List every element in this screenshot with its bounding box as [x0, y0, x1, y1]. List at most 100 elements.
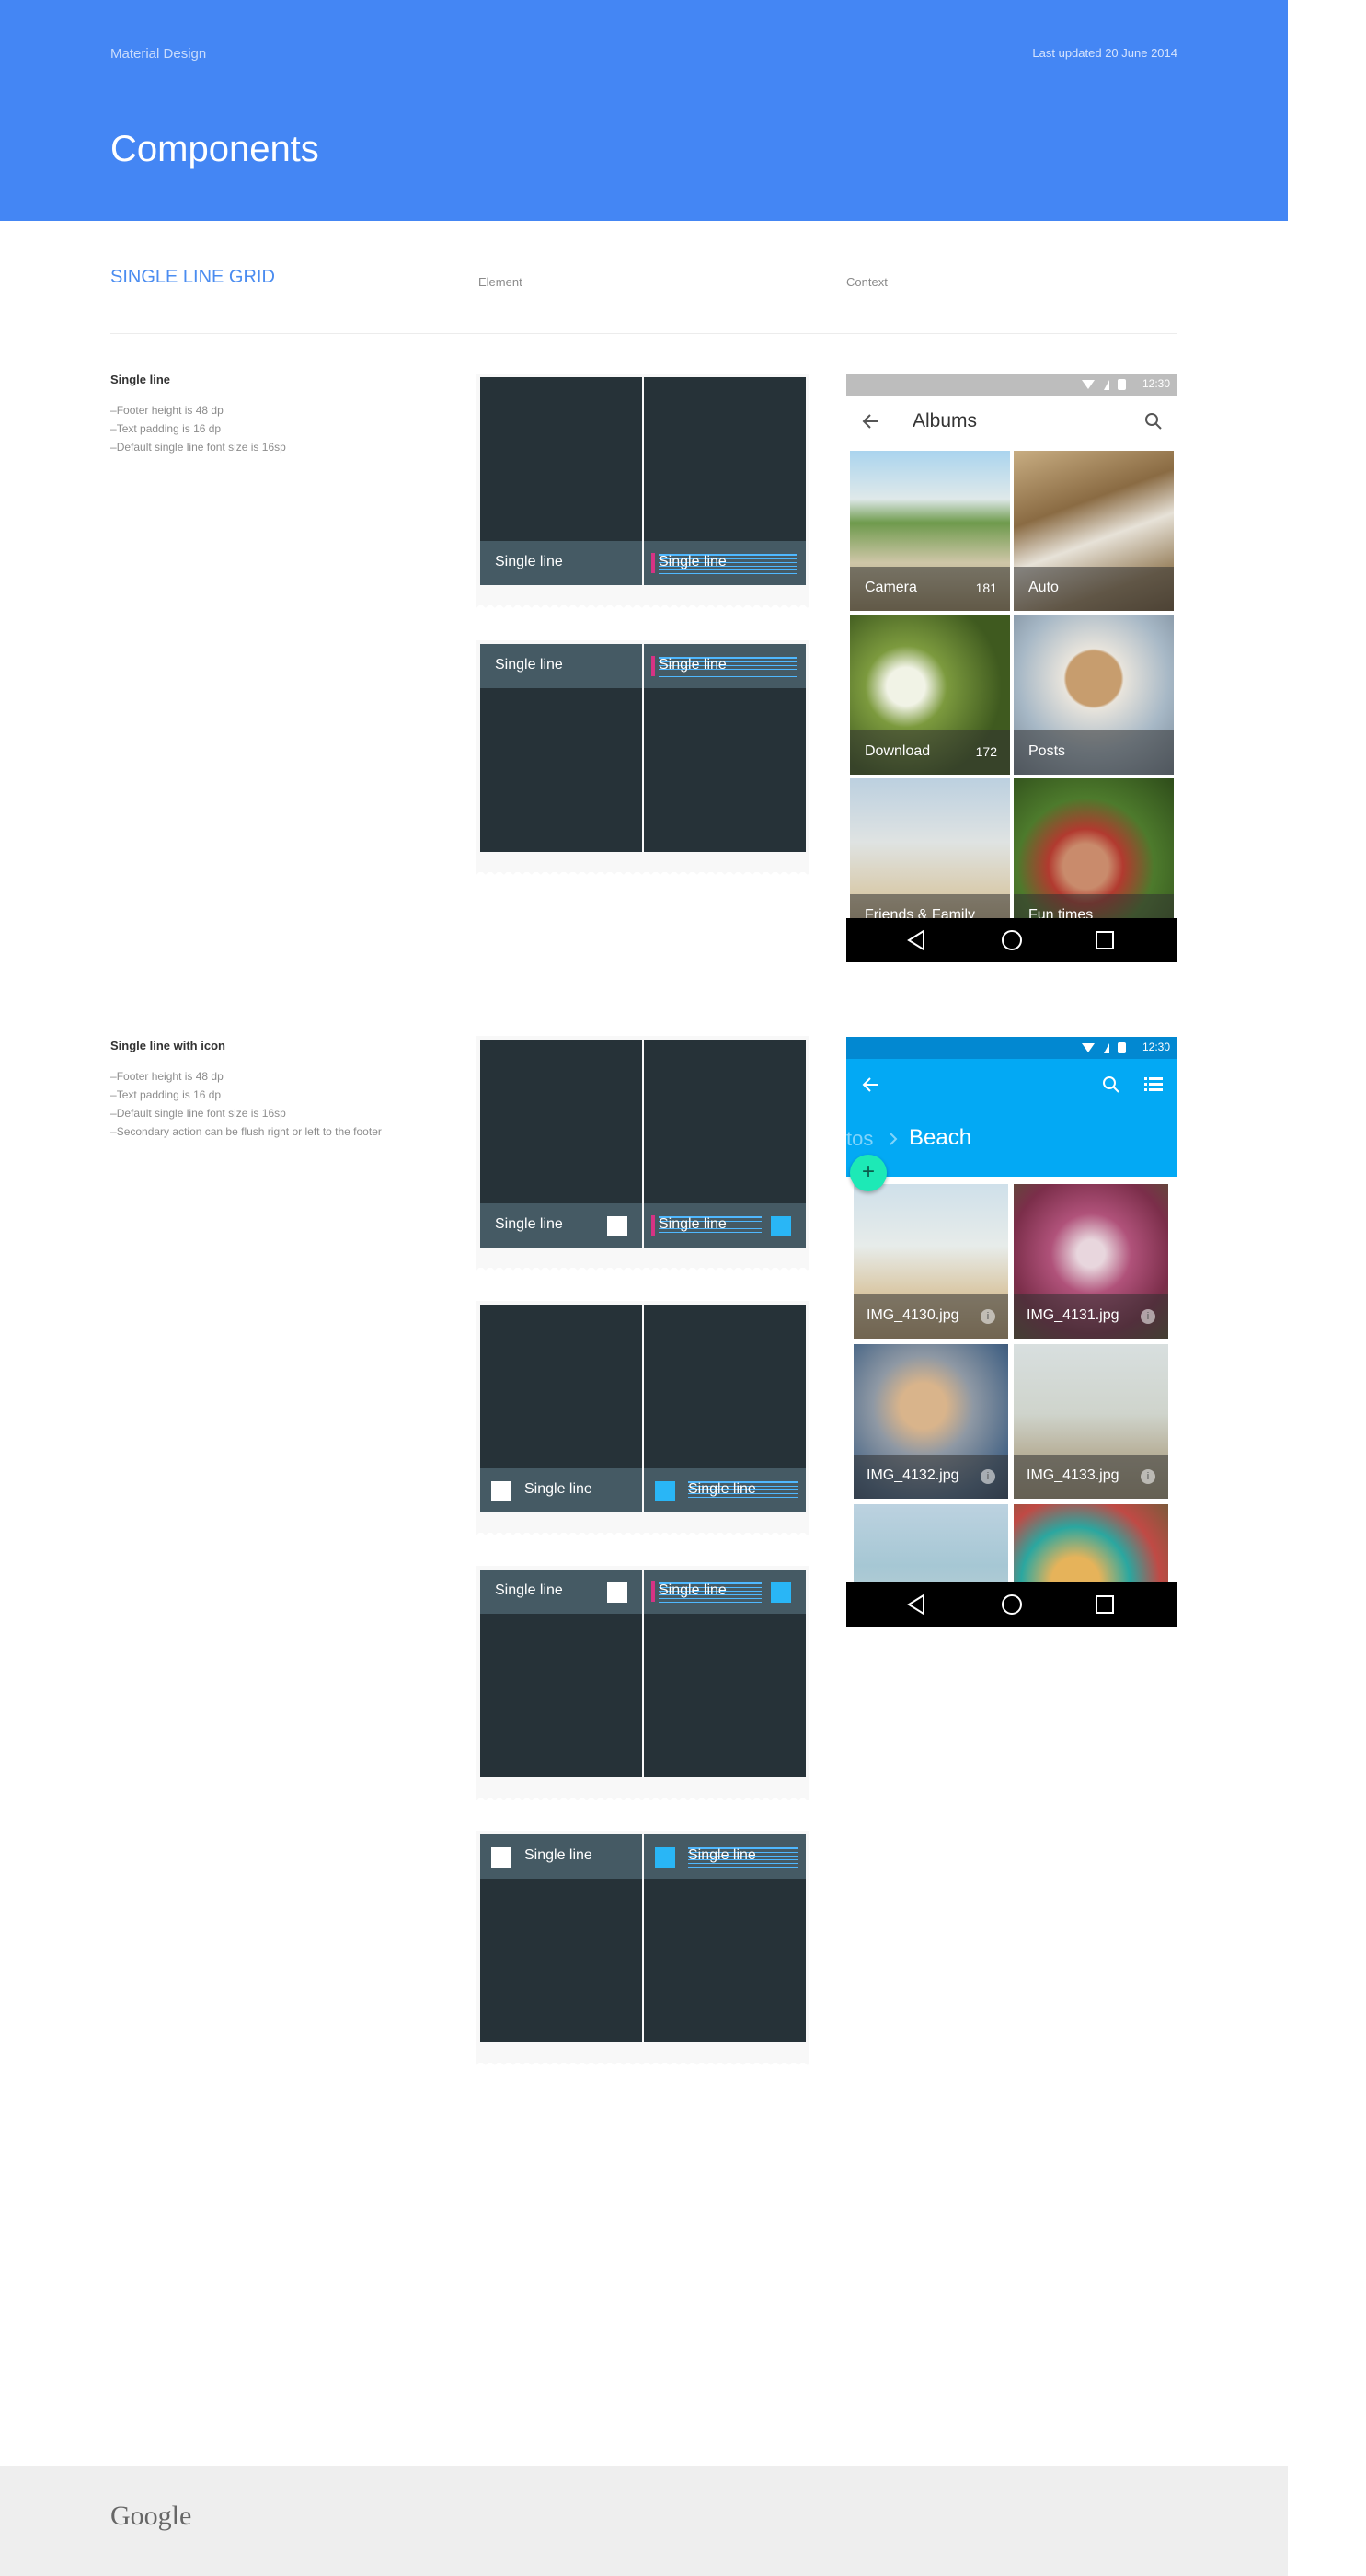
- tile-footer: Single line: [480, 541, 642, 585]
- photo-tile[interactable]: IMG_4133.jpg i: [1014, 1344, 1168, 1499]
- tile-demo-icon-right-top: Single line Single line: [476, 1566, 809, 1803]
- tile-footer: Single line: [480, 644, 642, 688]
- tile-demo-footer-bottom: Single line Single line: [476, 374, 809, 611]
- column-heading-element: Element: [478, 275, 522, 289]
- fab-add-button[interactable]: +: [850, 1155, 887, 1191]
- torn-edge: [476, 1266, 809, 1273]
- search-icon[interactable]: [1102, 1075, 1120, 1094]
- nav-back-icon[interactable]: [905, 1593, 927, 1616]
- status-bar: 12:30: [846, 1037, 1177, 1059]
- nav-recents-icon[interactable]: [1095, 1594, 1115, 1615]
- info-icon[interactable]: i: [981, 1309, 995, 1324]
- padding-marker: [651, 656, 655, 676]
- album-tile[interactable]: Friends & Family: [850, 778, 1010, 918]
- tile-label: Single line: [688, 1481, 756, 1497]
- photo-tile[interactable]: [854, 1504, 1008, 1582]
- info-icon[interactable]: i: [1141, 1309, 1155, 1324]
- tile-footer: Single line: [644, 1203, 806, 1248]
- wifi-icon: [1082, 1043, 1095, 1052]
- album-tile[interactable]: Camera 181: [850, 451, 1010, 611]
- tile-caption: IMG_4131.jpg i: [1014, 1294, 1168, 1339]
- padding-marker: [651, 1581, 655, 1602]
- torn-edge: [476, 1531, 809, 1538]
- breadcrumb-previous[interactable]: tos: [846, 1127, 874, 1150]
- search-icon[interactable]: [1144, 412, 1163, 431]
- google-logo[interactable]: Google: [110, 2501, 192, 2531]
- nav-recents-icon[interactable]: [1095, 930, 1115, 950]
- grid-tile: Single line: [480, 644, 642, 852]
- info-icon[interactable]: i: [981, 1469, 995, 1484]
- tile-label: Single line: [688, 1847, 756, 1863]
- action-icon[interactable]: [607, 1582, 627, 1603]
- action-icon[interactable]: [771, 1582, 791, 1603]
- nav-home-icon[interactable]: [1001, 929, 1023, 951]
- torn-edge: [476, 1796, 809, 1803]
- photo-tile[interactable]: IMG_4131.jpg i: [1014, 1184, 1168, 1339]
- list-view-icon[interactable]: [1144, 1076, 1163, 1093]
- page-footer: [0, 2466, 1288, 2576]
- photo-name: IMG_4132.jpg: [867, 1467, 959, 1483]
- torn-edge: [476, 2061, 809, 2068]
- info-icon[interactable]: i: [1141, 1469, 1155, 1484]
- tile-caption: IMG_4132.jpg i: [854, 1455, 1008, 1499]
- grid-tile: Single line: [480, 1570, 642, 1777]
- tile-footer: Single line: [644, 1570, 806, 1614]
- tile-label: Single line: [524, 1847, 592, 1863]
- tile-footer: Single line: [480, 1570, 642, 1614]
- photo-tile[interactable]: [1014, 1504, 1168, 1582]
- action-icon[interactable]: [491, 1481, 511, 1501]
- album-tile[interactable]: Download 172: [850, 615, 1010, 775]
- grid-tile: Single line: [480, 1040, 642, 1248]
- nav-back-icon[interactable]: [905, 929, 927, 951]
- back-arrow-icon[interactable]: [861, 1075, 879, 1094]
- tile-footer: Single line: [644, 541, 806, 585]
- tile-footer: Single line: [644, 1468, 806, 1512]
- torn-edge: [476, 870, 809, 878]
- photo-name: IMG_4133.jpg: [1027, 1467, 1119, 1483]
- spec-note: Secondary action can be flush right or l…: [110, 1122, 382, 1141]
- album-tile[interactable]: Fun times: [1014, 778, 1174, 918]
- divider: [110, 333, 1177, 334]
- brand-label[interactable]: Material Design: [110, 46, 207, 62]
- action-icon[interactable]: [771, 1216, 791, 1236]
- torn-edge: [476, 604, 809, 611]
- text-redline: [659, 1216, 762, 1236]
- column-heading-context: Context: [846, 275, 888, 289]
- tile-caption: Download 172: [850, 730, 1010, 775]
- chevron-right-icon: [890, 1133, 898, 1145]
- action-icon[interactable]: [607, 1216, 627, 1236]
- app-bar: Albums: [846, 396, 1177, 447]
- action-icon[interactable]: [491, 1847, 511, 1868]
- grid-tile-redline: Single line: [644, 644, 806, 852]
- grid-tile: Single line: [480, 377, 642, 585]
- spec-note: Footer height is 48 dp: [110, 1067, 382, 1086]
- tile-caption: Fun times: [1014, 894, 1174, 918]
- app-title: Albums: [913, 410, 978, 431]
- album-tile[interactable]: Auto: [1014, 451, 1174, 611]
- album-tile[interactable]: Posts: [1014, 615, 1174, 775]
- header-banner: [0, 0, 1288, 221]
- app-title: Beach: [909, 1125, 972, 1150]
- spec-note: Default single line font size is 16sp: [110, 1104, 382, 1122]
- text-redline: [659, 657, 797, 677]
- nav-home-icon[interactable]: [1001, 1593, 1023, 1616]
- page-title: Components: [110, 129, 319, 169]
- padding-marker: [651, 1215, 655, 1236]
- photo-name: IMG_4131.jpg: [1027, 1307, 1119, 1323]
- grid-tile-redline: Single line: [644, 1834, 806, 2042]
- photo-tile[interactable]: IMG_4132.jpg i: [854, 1344, 1008, 1499]
- beach-phone: 12:30 tos Beach IMG_4130.jpg i IMG_4131.j…: [846, 1037, 1177, 1627]
- text-redline: [659, 554, 797, 574]
- tile-footer: Single line: [644, 1834, 806, 1879]
- action-icon[interactable]: [655, 1481, 675, 1501]
- album-name: Camera: [865, 580, 917, 595]
- back-arrow-icon[interactable]: [861, 412, 879, 431]
- photo-tile[interactable]: IMG_4130.jpg i: [854, 1184, 1008, 1339]
- last-updated: Last updated 20 June 2014: [1032, 46, 1177, 60]
- signal-icon: [1104, 1043, 1109, 1053]
- text-redline: [659, 1582, 762, 1603]
- action-icon[interactable]: [655, 1847, 675, 1868]
- tile-label: Single line: [495, 1216, 563, 1232]
- photo-grid: IMG_4130.jpg i IMG_4131.jpg i IMG_4132.jpg…: [846, 1177, 1177, 1582]
- status-time: 12:30: [1142, 1041, 1170, 1053]
